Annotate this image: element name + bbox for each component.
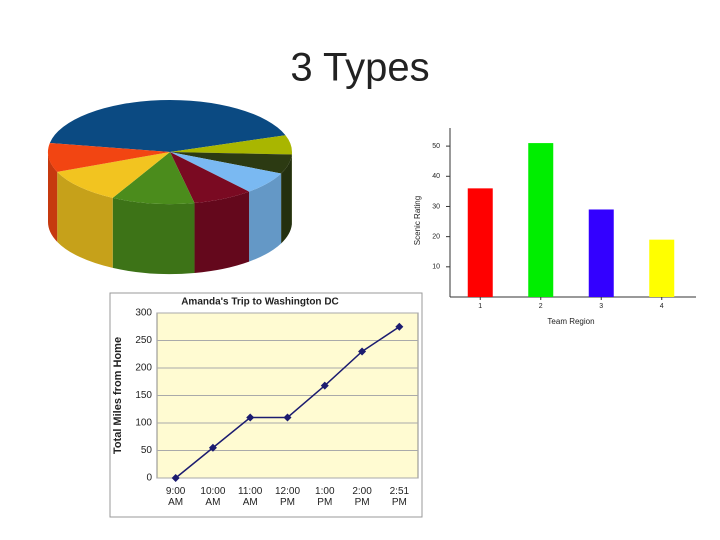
- pie-slice: [48, 142, 170, 172]
- slide-title: 3 Types: [290, 46, 429, 90]
- y-tick-label: 10: [432, 264, 440, 271]
- x-tick-label: 10:00 AM: [200, 486, 226, 508]
- y-tick-label: 50: [141, 445, 153, 456]
- x-tick-label: 1:00 PM: [315, 486, 335, 508]
- pie-slice: [112, 152, 195, 204]
- x-tick-label: 2:51 PM: [389, 486, 410, 508]
- x-tick-label: 2: [539, 303, 543, 310]
- y-tick-label: 300: [135, 308, 152, 319]
- x-tick-label: 1: [478, 303, 482, 310]
- x-axis-label: Team Region: [547, 317, 594, 326]
- y-tick-label: 20: [432, 233, 440, 240]
- y-tick-label: 50: [432, 143, 440, 150]
- x-tick-label: 9:00 AM: [165, 486, 186, 508]
- pie-slice: [49, 100, 286, 152]
- pie-slice: [170, 152, 292, 174]
- line-marker: [358, 347, 367, 356]
- pie-slice-side: [112, 197, 195, 275]
- pie-slice: [170, 152, 282, 192]
- x-tick-label: 3: [599, 303, 603, 310]
- y-axis-label: Total Miles from Home: [112, 337, 124, 454]
- line-marker: [283, 413, 292, 422]
- y-tick-label: 40: [432, 173, 440, 180]
- y-axis-label: Scenic Rating: [413, 196, 422, 245]
- y-tick-label: 30: [432, 203, 440, 210]
- bar: [467, 188, 493, 297]
- x-tick-label: 12:00 PM: [274, 486, 301, 508]
- y-tick-label: 150: [135, 390, 152, 401]
- pie-slice-side: [249, 173, 282, 262]
- line-marker: [320, 381, 329, 390]
- bar: [649, 239, 675, 297]
- pie-slice-side: [281, 154, 292, 244]
- x-tick-label: 2:00 PM: [352, 486, 372, 508]
- pie-slice: [57, 152, 170, 198]
- line-marker: [395, 322, 404, 331]
- line-marker: [208, 443, 217, 452]
- chart-title: Amanda's Trip to Washington DC: [181, 297, 339, 308]
- pie-slice-side: [194, 191, 250, 273]
- pie-slice-side: [48, 152, 58, 242]
- line-marker: [246, 413, 255, 422]
- bar: [528, 143, 554, 297]
- line-marker: [171, 474, 180, 482]
- y-tick-label: 250: [135, 335, 152, 346]
- x-tick-label: 11:00 AM: [238, 486, 263, 508]
- y-tick-label: 200: [135, 363, 152, 374]
- x-tick-label: 4: [660, 303, 664, 310]
- pie-slice-side: [57, 171, 113, 268]
- y-tick-label: 0: [146, 473, 152, 484]
- pie-slice: [170, 152, 250, 203]
- y-tick-label: 100: [135, 418, 152, 429]
- pie-slice: [170, 135, 292, 155]
- bar: [588, 209, 614, 297]
